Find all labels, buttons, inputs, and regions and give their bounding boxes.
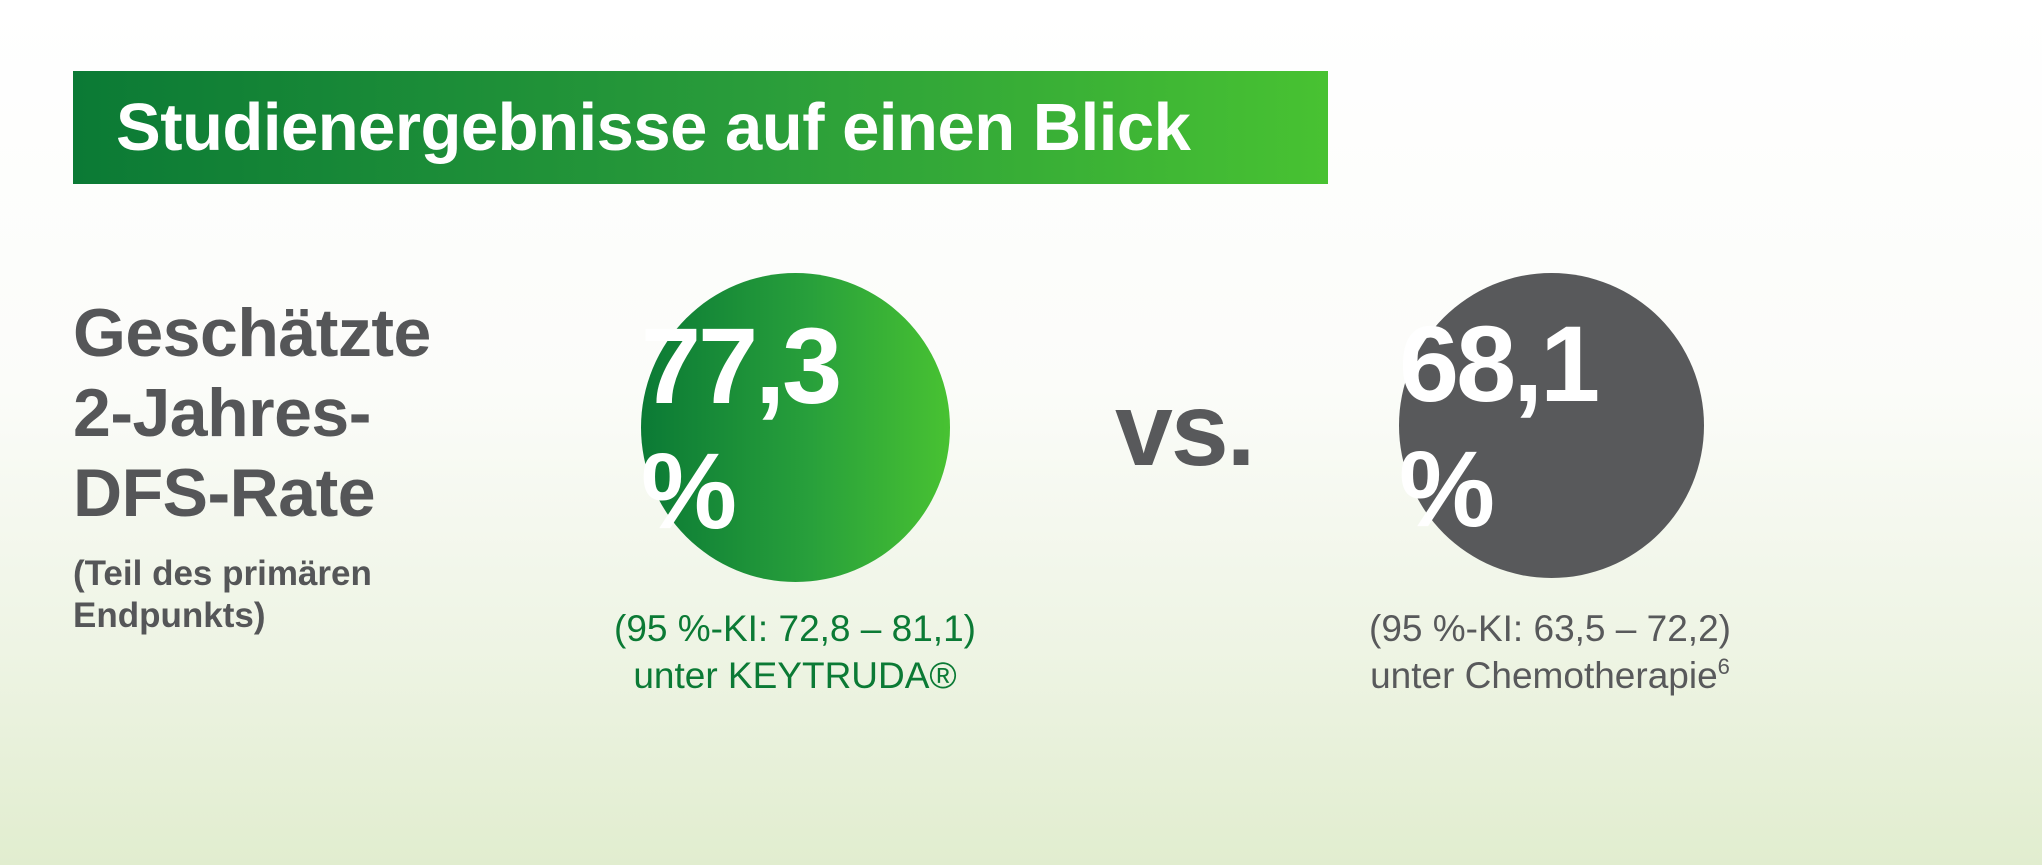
chemo-rate-value: 68,1 % — [1399, 302, 1600, 549]
title-banner: Studienergebnisse auf einen Blick — [73, 71, 1328, 184]
endpoint-heading-line: 2-Jahres- — [73, 375, 371, 451]
chemo-ci: (95 %-KI: 63,5 – 72,2) — [1369, 608, 1731, 649]
endpoint-heading-line: Geschätzte — [73, 295, 431, 371]
chemo-footnote: 6 — [1717, 654, 1730, 679]
chemo-label: unter Chemotherapie — [1370, 655, 1718, 696]
endpoint-description: Geschätzte 2-Jahres- DFS-Rate (Teil des … — [73, 293, 493, 637]
endpoint-heading-line: DFS-Rate — [73, 455, 376, 531]
endpoint-subheading: (Teil des primären Endpunkts) — [73, 553, 493, 637]
keytruda-label: unter KEYTRUDA® — [633, 655, 957, 696]
endpoint-subheading-line: (Teil des primären — [73, 554, 372, 593]
chemo-label-line: unter Chemotherapie6 — [1250, 652, 1850, 699]
chemo-caption: (95 %-KI: 63,5 – 72,2) unter Chemotherap… — [1250, 605, 1850, 699]
chemo-rate-circle: 68,1 % — [1399, 273, 1704, 578]
keytruda-rate-circle: 77,3 % — [641, 273, 950, 582]
endpoint-heading: Geschätzte 2-Jahres- DFS-Rate — [73, 293, 493, 533]
endpoint-subheading-line: Endpunkts) — [73, 596, 266, 635]
versus-label: vs. — [1115, 372, 1256, 488]
banner-title: Studienergebnisse auf einen Blick — [116, 90, 1191, 165]
keytruda-rate-value: 77,3 % — [641, 304, 842, 551]
keytruda-ci: (95 %-KI: 72,8 – 81,1) — [614, 608, 976, 649]
keytruda-caption: (95 %-KI: 72,8 – 81,1) unter KEYTRUDA® — [495, 605, 1095, 699]
